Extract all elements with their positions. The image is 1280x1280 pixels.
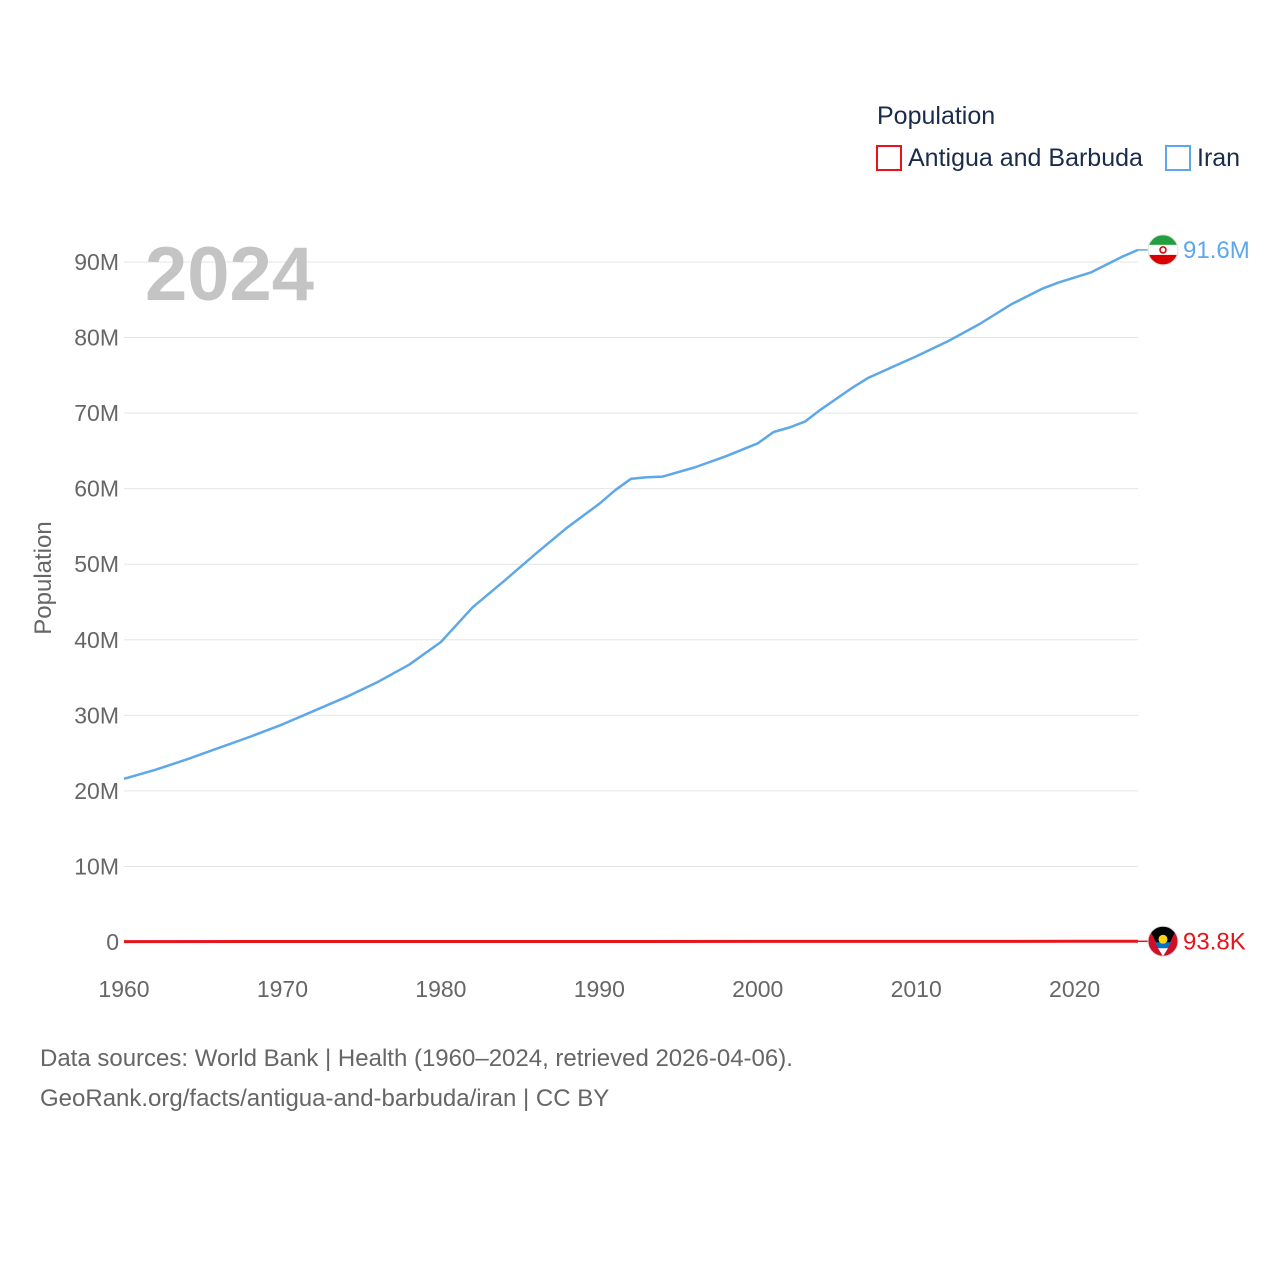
x-tick-label: 2010 xyxy=(891,976,942,1002)
legend: Population Antigua and Barbuda Iran xyxy=(876,102,1240,172)
x-tick-label: 1980 xyxy=(415,976,466,1002)
y-tick-label: 90M xyxy=(74,249,119,275)
x-tick-label: 1960 xyxy=(98,976,149,1002)
y-tick-label: 10M xyxy=(74,853,119,879)
iran-flag-icon xyxy=(1147,234,1179,266)
legend-item-antigua[interactable]: Antigua and Barbuda xyxy=(876,144,1143,172)
series-line-iran[interactable] xyxy=(123,248,1139,781)
y-axis-title: Population xyxy=(30,521,57,634)
x-tick-label: 2000 xyxy=(732,976,783,1002)
y-tick-label: 20M xyxy=(74,778,119,804)
legend-label-iran: Iran xyxy=(1197,144,1240,172)
y-tick-label: 60M xyxy=(74,476,119,502)
attribution-link[interactable]: GeoRank.org/facts/antigua-and-barbuda/ir… xyxy=(40,1085,610,1112)
antigua-flag-icon xyxy=(1147,925,1179,957)
grid-lines xyxy=(124,261,1138,867)
legend-label-antigua: Antigua and Barbuda xyxy=(908,144,1143,172)
x-tick-label: 2020 xyxy=(1049,976,1100,1002)
data-sources-text: Data sources: World Bank | Health (1960–… xyxy=(40,1045,793,1072)
y-tick-label: 80M xyxy=(74,325,119,351)
legend-item-iran[interactable]: Iran xyxy=(1165,144,1240,172)
legend-swatch-iran xyxy=(1165,145,1191,171)
y-tick-label: 30M xyxy=(74,702,119,728)
series-lines xyxy=(123,248,1150,944)
y-tick-label: 70M xyxy=(74,400,119,426)
x-tick-label: 1990 xyxy=(574,976,625,1002)
end-value-label-iran: 91.6M xyxy=(1183,237,1250,264)
end-value-label-antigua-and-barbuda: 93.8K xyxy=(1183,928,1246,955)
y-tick-label: 40M xyxy=(74,627,119,653)
x-axis-ticks: 1960 1970 1980 1990 2000 2010 2020 xyxy=(98,976,1100,1002)
y-tick-label: 0 xyxy=(106,929,119,955)
legend-swatch-antigua xyxy=(876,145,902,171)
legend-title: Population xyxy=(877,102,995,130)
end-markers: 93.8K 91.6M xyxy=(1147,234,1250,957)
current-year-label: 2024 xyxy=(145,232,314,317)
x-tick-label: 1970 xyxy=(257,976,308,1002)
y-axis-ticks: 0 10M 20M 30M 40M 50M 60M 70M 80M 90M xyxy=(74,249,119,955)
y-tick-label: 50M xyxy=(74,551,119,577)
